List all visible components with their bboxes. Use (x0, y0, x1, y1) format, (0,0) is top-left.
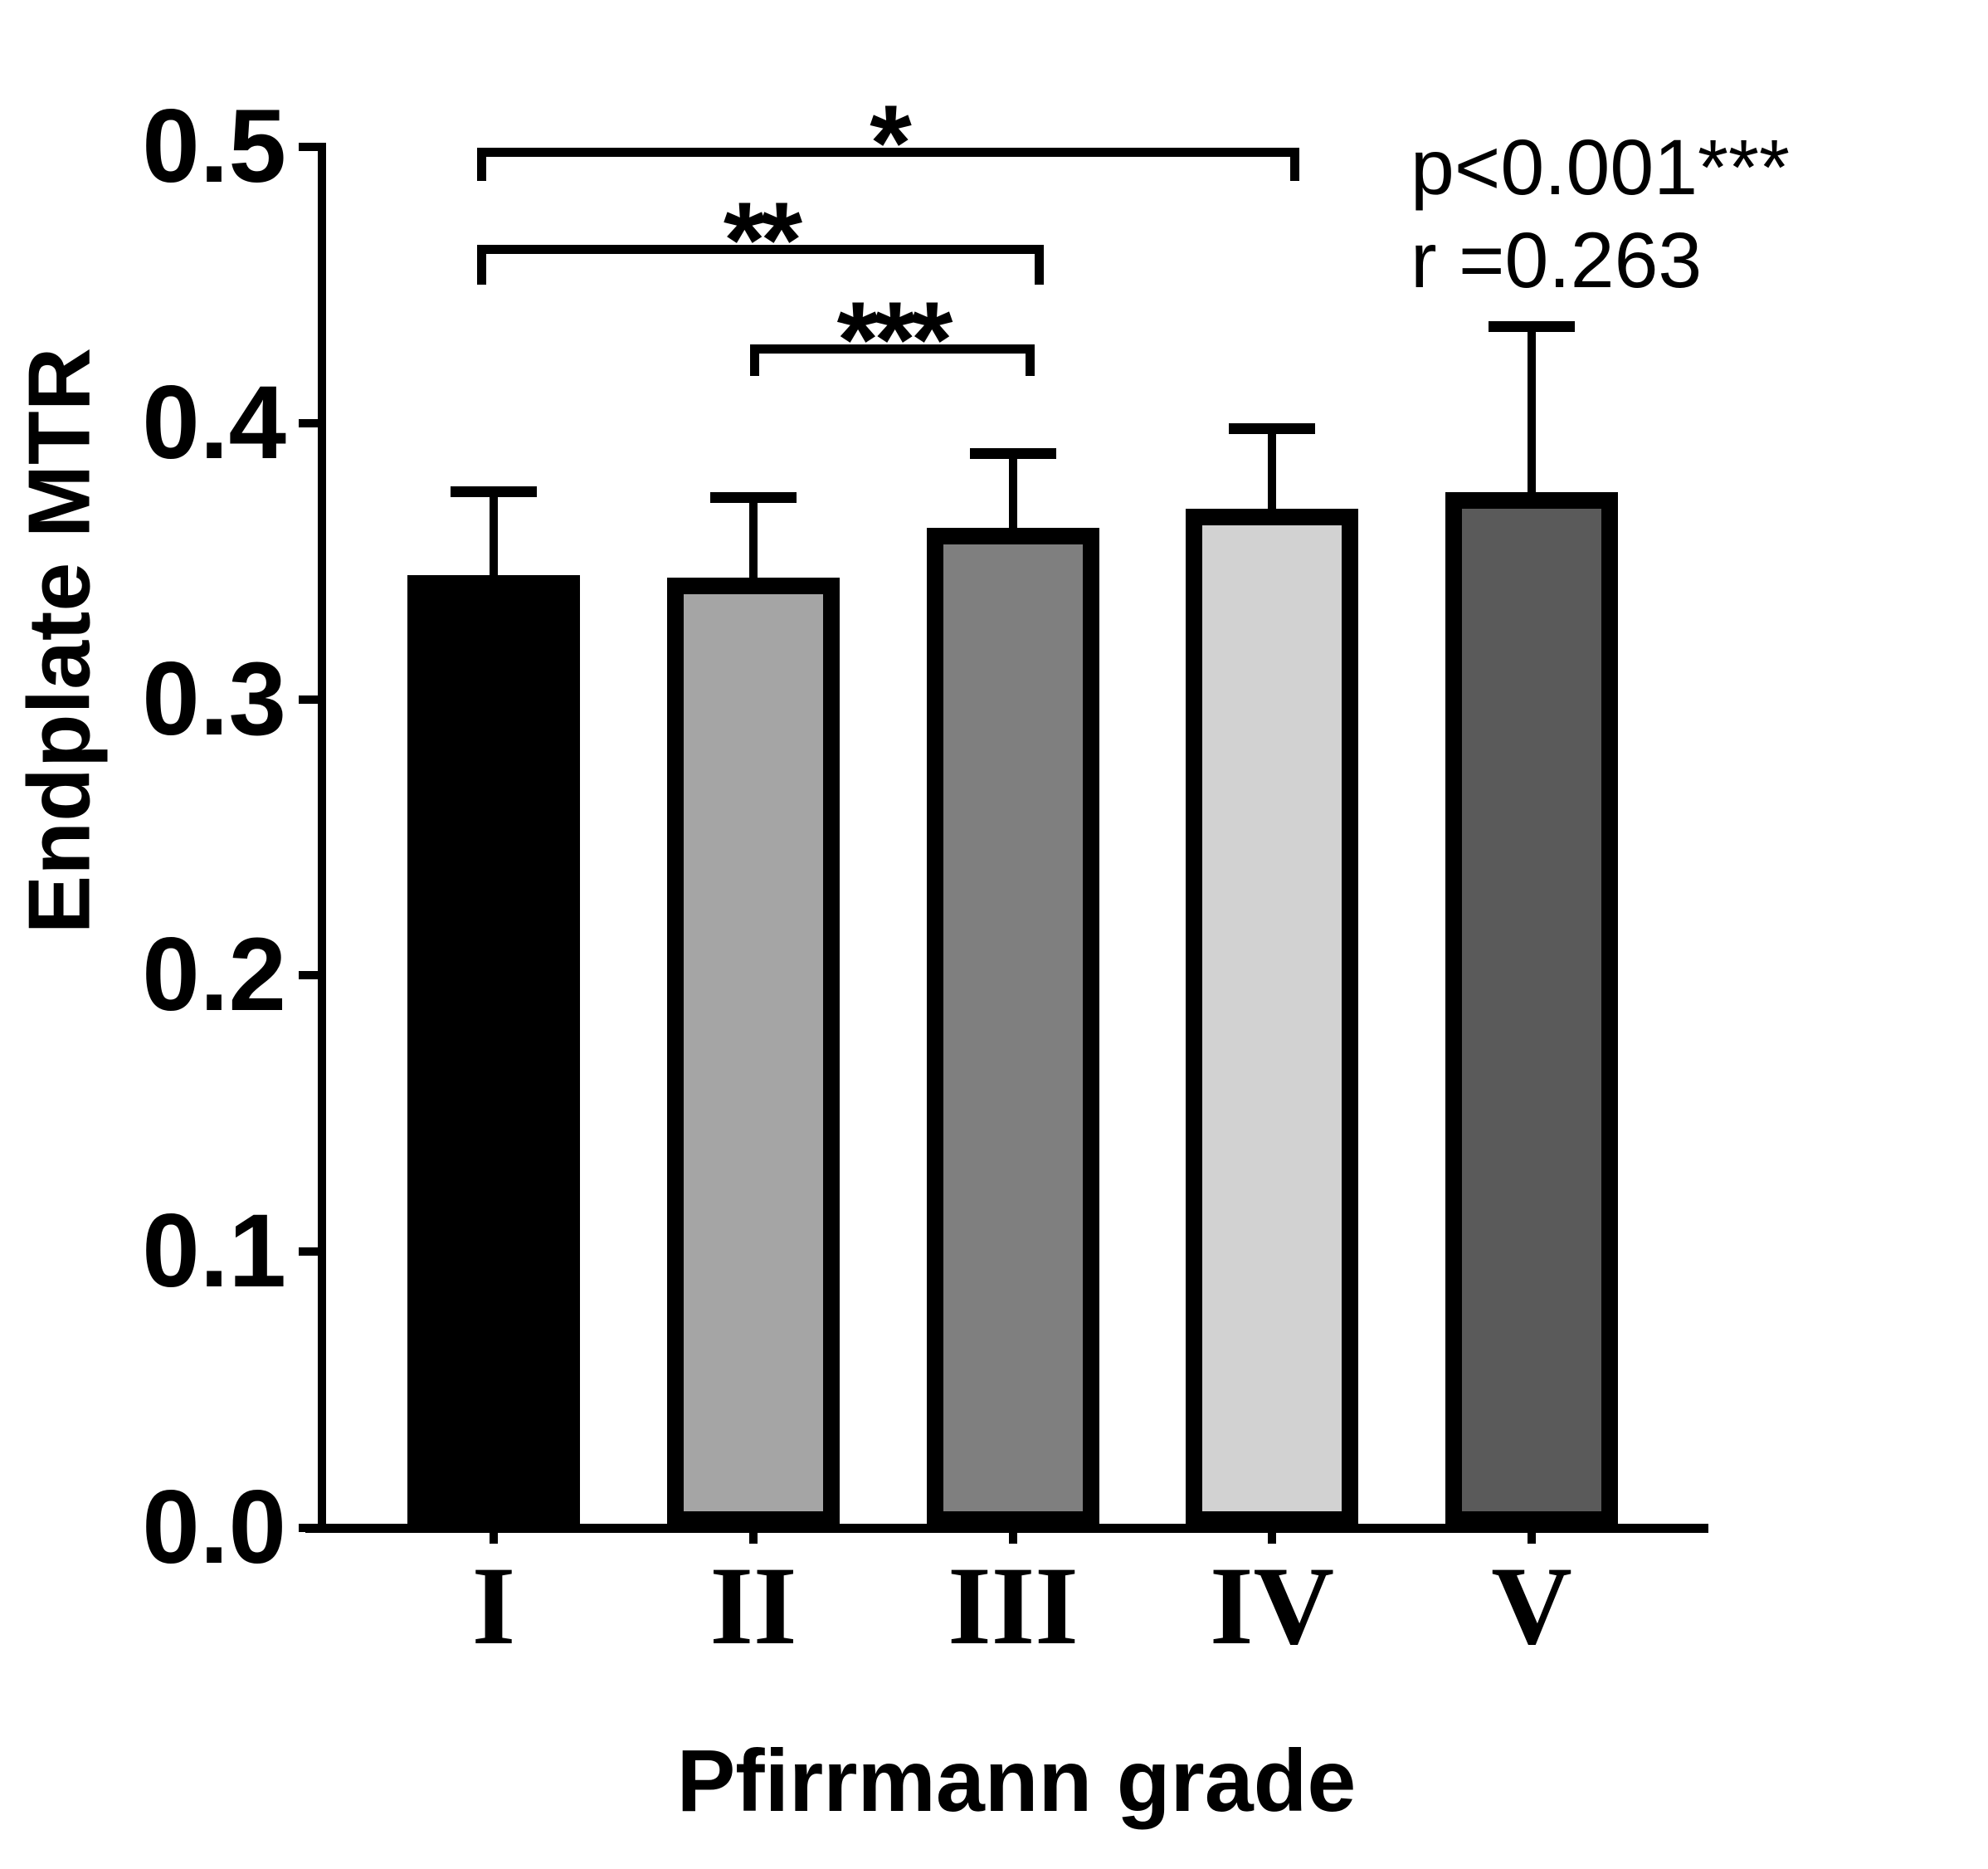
x-axis-line (305, 1524, 1708, 1533)
x-axis-title: Pfirrmann grade (676, 1732, 1357, 1830)
y-tick-label: 0.4 (142, 364, 286, 481)
error-bar-stem (490, 486, 498, 578)
significance-stars: ** (723, 179, 802, 300)
y-tick (299, 418, 318, 427)
error-bar-stem (749, 492, 758, 582)
y-tick-label: 0.3 (142, 641, 286, 757)
x-tick (1268, 1533, 1276, 1544)
y-tick-label: 0.1 (142, 1193, 286, 1310)
error-bar-cap (1489, 320, 1575, 332)
p-value-text: p<0.001*** (1411, 124, 1790, 212)
error-bar-cap (710, 492, 797, 503)
significance-stars: *** (836, 279, 953, 400)
y-tick (299, 1247, 318, 1257)
y-tick-label: 0.2 (142, 917, 286, 1033)
x-tick-label: IV (1209, 1544, 1335, 1668)
significance-bracket (477, 148, 1299, 181)
x-tick-label: I (471, 1544, 516, 1668)
x-tick (490, 1533, 498, 1544)
y-tick (299, 1524, 318, 1532)
error-bar-cap (1229, 422, 1315, 434)
error-bar-cap (451, 486, 537, 498)
y-tick-label: 0.5 (142, 89, 286, 204)
x-tick-label: V (1491, 1544, 1572, 1668)
significance-bracket (477, 245, 1044, 285)
error-bar-stem (1528, 320, 1536, 495)
y-tick (299, 143, 318, 151)
y-tick (299, 695, 318, 704)
r-value-text: r =0.263 (1411, 217, 1703, 305)
y-tick-label: 0.0 (142, 1470, 286, 1585)
stats-annotation: p<0.001*** r =0.263 (1411, 121, 1958, 307)
x-tick (1009, 1533, 1017, 1544)
bar-grade-V (1445, 492, 1618, 1528)
significance-bracket (750, 344, 1035, 376)
x-tick-label: II (709, 1544, 797, 1668)
bar-grade-II (667, 578, 840, 1528)
x-tick (1528, 1533, 1536, 1544)
error-bar-cap (970, 447, 1056, 459)
error-bar-stem (1009, 447, 1017, 532)
x-tick-label: III (948, 1544, 1079, 1668)
y-axis-line (318, 143, 326, 1533)
bar-grade-I (407, 574, 580, 1528)
x-tick (749, 1533, 758, 1544)
y-tick (299, 971, 318, 980)
bar-grade-IV (1186, 508, 1358, 1528)
significance-stars: * (870, 82, 912, 203)
bar-grade-III (927, 528, 1099, 1528)
error-bar-stem (1268, 422, 1276, 512)
